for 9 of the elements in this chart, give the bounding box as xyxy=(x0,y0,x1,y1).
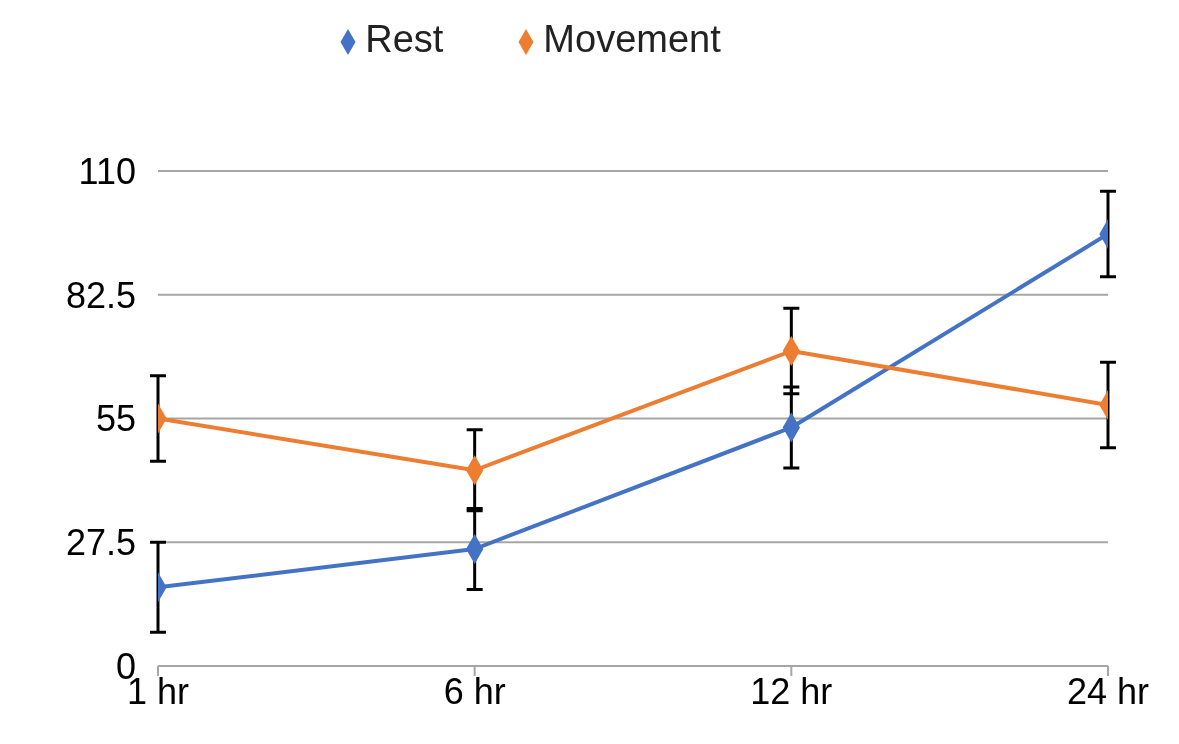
y-tick-label: 110 xyxy=(78,150,136,192)
x-tick-label: 24 hr xyxy=(1066,670,1150,712)
y-tick-label: 27.5 xyxy=(65,522,136,564)
y-tick-label: 82.5 xyxy=(65,274,136,316)
legend-label: Movement xyxy=(543,18,721,60)
x-tick-label: 6 hr xyxy=(443,670,506,712)
y-tick-label: 55 xyxy=(95,398,136,440)
legend-label: Rest xyxy=(365,18,444,60)
x-tick-label: 12 hr xyxy=(750,670,833,712)
